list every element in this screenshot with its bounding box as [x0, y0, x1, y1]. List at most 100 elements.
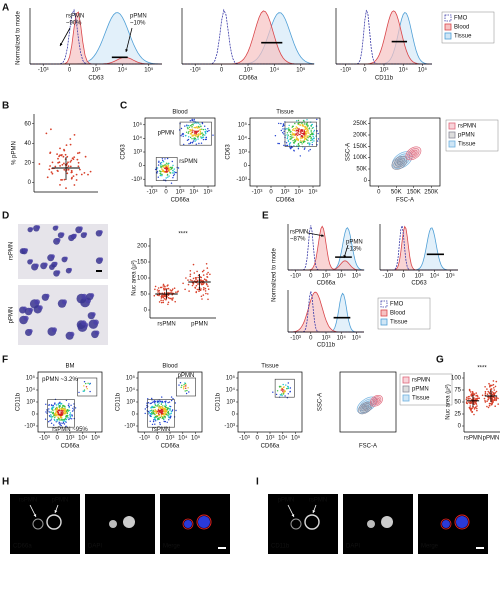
event-dot: [61, 419, 64, 421]
event-dot: [65, 412, 68, 414]
x-tick-label: 10⁵: [352, 273, 362, 280]
micrograph: [418, 494, 488, 554]
event-dot: [202, 133, 204, 136]
event-dot: [48, 404, 50, 406]
legend-swatch: [448, 140, 456, 148]
cell-dot: [494, 392, 497, 394]
event-dot: [161, 166, 163, 168]
sample-dot: [50, 128, 52, 131]
event-dot: [198, 142, 200, 145]
cell-ring: [440, 518, 452, 530]
event-dot: [286, 388, 288, 390]
arrow: [59, 27, 71, 47]
micrograph: [268, 494, 338, 554]
event-dot: [292, 140, 294, 142]
event-dot: [300, 132, 302, 134]
event-dot: [152, 420, 155, 423]
event-dot: [292, 125, 294, 128]
cell-dot: [195, 278, 197, 281]
cell-dot: [189, 275, 191, 278]
event-dot: [169, 413, 171, 415]
cell-dot: [162, 299, 164, 302]
legend-label: Blood: [454, 25, 469, 31]
event-dot: [289, 387, 292, 389]
event-dot: [290, 148, 292, 150]
event-dot: [45, 403, 47, 405]
gate-label: pPMN ~3.2%: [42, 377, 78, 383]
event-dot: [199, 123, 201, 125]
event-dot: [275, 393, 278, 396]
event-dot: [162, 164, 164, 167]
cell-dot: [192, 282, 195, 285]
legend-swatch: [402, 394, 410, 402]
cell-dot: [469, 397, 471, 400]
event-dot: [282, 125, 284, 128]
event-dot: [303, 132, 305, 134]
event-dot: [156, 170, 159, 173]
event-dot: [278, 122, 280, 125]
event-dot: [55, 409, 58, 411]
event-dot: [165, 165, 168, 167]
event-dot: [285, 128, 287, 130]
event-dot: [155, 411, 158, 414]
event-dot: [60, 403, 62, 405]
sample-dot: [77, 165, 80, 168]
x-tick-label: 0: [156, 436, 160, 442]
event-dot: [205, 136, 207, 139]
event-dot: [201, 132, 204, 134]
y-axis-label: CD11b: [216, 392, 222, 411]
event-dot: [300, 141, 302, 144]
event-dot: [303, 130, 306, 132]
event-dot: [287, 139, 289, 141]
sample-dot: [80, 173, 83, 176]
event-dot: [300, 139, 302, 141]
legend-label: Tissue: [454, 34, 472, 40]
cell-dot: [197, 276, 199, 279]
plot-frame: [369, 117, 441, 187]
event-dot: [65, 410, 68, 413]
event-dot: [317, 138, 320, 140]
cell-dot: [162, 301, 165, 304]
event-dot: [191, 131, 194, 133]
event-dot: [282, 132, 284, 134]
y-tick-label: 250K: [353, 121, 367, 127]
event-dot: [316, 118, 318, 121]
legend-label: Tissue: [458, 142, 476, 148]
event-dot: [300, 129, 302, 132]
x-tick-label: -10³: [252, 190, 263, 196]
y-tick-label: 100K: [353, 155, 367, 161]
cell-dot: [470, 401, 473, 404]
event-dot: [54, 402, 56, 404]
legend-swatch: [380, 300, 388, 308]
sample-dot: [58, 155, 60, 158]
event-dot: [164, 410, 166, 412]
y-tick-label: 0: [364, 178, 368, 184]
event-dot: [288, 143, 291, 145]
event-dot: [280, 387, 283, 389]
event-dot: [59, 419, 61, 421]
event-dot: [164, 416, 166, 418]
event-dot: [295, 126, 297, 128]
event-dot: [194, 135, 197, 137]
sample-dot: [69, 165, 72, 168]
cell-dot: [203, 287, 205, 289]
event-dot: [310, 129, 312, 131]
cell-dot: [475, 397, 477, 400]
event-dot: [304, 147, 306, 149]
annotation: ~87%: [290, 237, 306, 243]
event-dot: [59, 405, 62, 407]
x-tick-label: 10⁵: [446, 273, 456, 280]
annotation: rsPMN: [66, 14, 84, 20]
event-dot: [165, 406, 167, 408]
event-dot: [182, 386, 185, 388]
cell-dot: [478, 397, 481, 400]
nucleus: [184, 520, 192, 528]
event-dot: [185, 384, 187, 386]
event-dot: [202, 135, 204, 137]
event-dot: [158, 402, 160, 404]
event-dot: [150, 402, 153, 404]
y-axis-label: Nuc area (μ²): [446, 384, 452, 419]
cell-dot: [171, 288, 174, 291]
x-tick-label: 0: [377, 190, 381, 196]
nucleus: [442, 520, 450, 528]
